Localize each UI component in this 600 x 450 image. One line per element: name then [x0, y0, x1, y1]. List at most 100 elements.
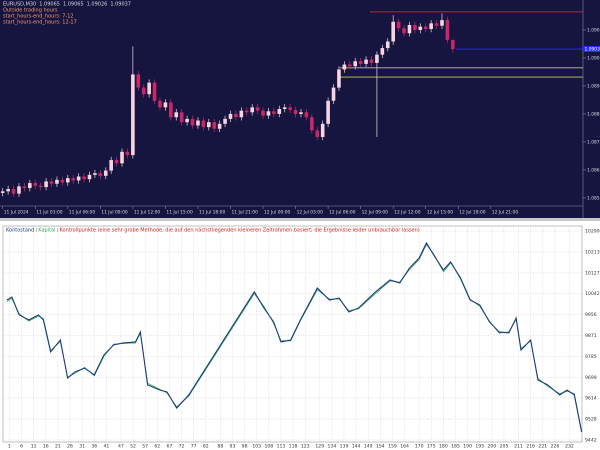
x-tick-label: 47: [118, 444, 124, 450]
candle-body: [391, 21, 395, 42]
series-line: [6, 241, 583, 433]
candle-body: [38, 185, 43, 188]
candle-body: [174, 112, 179, 118]
x-tick-label: 31: [79, 444, 85, 450]
x-tick-label: 12 Jul 18:00: [459, 210, 486, 216]
x-tick-label: 113: [277, 444, 286, 450]
info-label: Outside trading hours: [3, 8, 58, 14]
x-tick-label: 211: [514, 444, 523, 450]
candle-body: [44, 181, 48, 188]
x-tick-label: 82: [203, 444, 209, 450]
symbol-label: EURUSD,M30: [3, 2, 36, 8]
candle-body: [163, 102, 168, 108]
candle-body: [434, 23, 439, 26]
candle-body: [120, 151, 124, 164]
x-tick-label: 123: [301, 444, 310, 450]
x-tick-label: 12 Jul 15:00: [427, 210, 454, 216]
y-tick-label: 9871: [585, 333, 597, 339]
candle-body: [369, 59, 374, 63]
candle-body: [71, 178, 76, 181]
candle-body: [385, 41, 390, 49]
candle-body: [152, 82, 157, 101]
candle-body: [65, 178, 70, 183]
candle-body: [158, 100, 162, 108]
y-tick-label: 9614: [585, 396, 597, 402]
candle-body: [136, 74, 141, 88]
x-tick-label: 21: [55, 444, 61, 450]
x-tick-label: 77: [191, 444, 197, 450]
x-tick-label: 1: [8, 444, 11, 450]
candle-body: [250, 107, 254, 113]
x-tick-label: 144: [352, 444, 361, 450]
x-tick-label: 11 Jul 12:00: [134, 210, 161, 216]
candle-body: [375, 54, 379, 63]
price-chart-background: [0, 0, 600, 218]
candle-body: [98, 173, 103, 176]
candle-body: [282, 107, 287, 109]
x-tick-label: 195: [475, 444, 484, 450]
x-tick-label: 36: [91, 444, 97, 450]
y-tick-label: 9528: [585, 417, 597, 423]
candle-body: [407, 25, 412, 34]
x-tick-label: 170: [415, 444, 424, 450]
candle-body: [82, 176, 86, 180]
candle-body: [141, 87, 146, 95]
x-tick-label: 134: [327, 444, 336, 450]
ohlc-value: 1.09037: [110, 2, 131, 8]
x-tick-label: 190: [463, 444, 472, 450]
x-tick-label: 11: [31, 444, 37, 450]
ohlc-value: 1.09065: [63, 2, 84, 8]
y-tick-label: 9699: [585, 375, 597, 381]
x-tick-label: 226: [551, 444, 560, 450]
candle-body: [87, 174, 92, 180]
candle-body: [228, 113, 233, 119]
candle-body: [125, 151, 130, 156]
candle-body: [28, 183, 32, 189]
panel-splitter[interactable]: [0, 218, 600, 221]
candle-body: [255, 107, 260, 111]
x-tick-label: 12 Jul 21:00: [492, 210, 519, 216]
x-tick-label: 149: [364, 444, 373, 450]
candle-body: [429, 23, 433, 29]
x-tick-label: 108: [264, 444, 273, 450]
x-tick-label: 154: [376, 444, 385, 450]
x-tick-label: 11 Jul 15:00: [166, 210, 193, 216]
graph-frame: [2, 225, 583, 443]
x-tick-label: 185: [451, 444, 460, 450]
candle-body: [234, 113, 238, 118]
y-tick-label: 10299: [585, 229, 600, 235]
candle-body: [353, 61, 358, 67]
x-tick-label: 93: [230, 444, 236, 450]
candle-body: [212, 122, 217, 129]
candle-body: [326, 100, 330, 124]
x-tick-label: 200: [487, 444, 496, 450]
candle-body: [315, 130, 320, 137]
candle-body: [331, 87, 336, 101]
candle-body: [131, 74, 135, 156]
candle-body: [11, 189, 16, 194]
candle-body: [196, 120, 200, 126]
x-tick-label: 129: [315, 444, 324, 450]
y-tick-label: 10127: [585, 270, 600, 276]
candle-body: [342, 64, 347, 70]
x-tick-label: 164: [400, 444, 409, 450]
candle-body: [299, 112, 303, 114]
candle-body: [55, 179, 59, 184]
candle-body: [244, 110, 249, 113]
candle-body: [6, 189, 10, 192]
candle-body: [17, 186, 21, 194]
candle-body: [358, 61, 363, 64]
x-tick-label: 11 Jul 09:00: [101, 210, 128, 216]
candle-body: [304, 112, 309, 118]
candle-body: [33, 183, 38, 186]
candle-body: [310, 117, 314, 131]
candle-body: [109, 160, 113, 171]
candle-body: [76, 176, 81, 181]
info-label: start_hours-end_hours: 12-17: [3, 20, 77, 26]
y-tick-label: 9956: [585, 312, 597, 318]
x-tick-label: 175: [427, 444, 436, 450]
y-tick-label: 9442: [585, 438, 597, 444]
x-tick-label: 159: [388, 444, 397, 450]
candle-body: [337, 69, 341, 88]
